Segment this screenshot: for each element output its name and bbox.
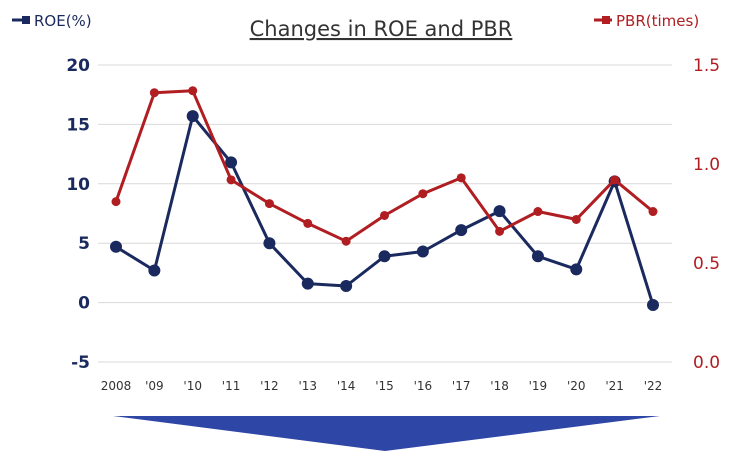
- legend-roe-label: ROE(%): [34, 12, 92, 30]
- y-axis-right: 1.5 1.0 0.5 0.0: [693, 56, 720, 373]
- roe-point: [378, 250, 391, 263]
- x-tick-label: '22: [644, 379, 663, 393]
- y-axis-left: 20 15 10 5 0 -5: [66, 56, 90, 373]
- roe-point: [225, 156, 238, 169]
- roe-point: [570, 263, 583, 276]
- x-tick-label: '16: [414, 379, 433, 393]
- series-layer: [110, 86, 659, 311]
- pbr-point: [648, 207, 658, 217]
- x-tick-label: '20: [567, 379, 586, 393]
- x-tick-label: 2008: [101, 379, 132, 393]
- legend-roe-marker: [22, 16, 30, 24]
- legend-roe: ROE(%): [12, 12, 92, 30]
- x-tick-label: '11: [222, 379, 241, 393]
- roe-point: [110, 240, 122, 253]
- roe-point: [186, 110, 199, 123]
- legend-pbr: PBR(times): [594, 12, 699, 30]
- pbr-point: [571, 214, 581, 224]
- roe-point: [340, 279, 353, 292]
- pbr-point: [149, 88, 159, 98]
- x-tick-label: '10: [183, 379, 202, 393]
- pbr-point: [533, 207, 543, 217]
- pbr-point: [303, 218, 313, 228]
- x-tick-label: '12: [260, 379, 279, 393]
- roe-point: [416, 245, 429, 258]
- gridlines: [98, 64, 672, 363]
- pbr-point: [418, 189, 428, 199]
- pbr-point: [111, 197, 121, 207]
- y-left-tick-label: 20: [66, 56, 90, 76]
- legend-pbr-marker: [602, 16, 610, 24]
- y-left-tick-label: 10: [66, 175, 90, 195]
- legend-pbr-label: PBR(times): [616, 12, 699, 30]
- pbr-point: [226, 175, 236, 185]
- y-left-tick-label: -5: [71, 353, 90, 373]
- x-tick-label: '09: [145, 379, 164, 393]
- pbr-point: [264, 199, 274, 209]
- pbr-point: [495, 226, 505, 236]
- y-left-tick-label: 5: [78, 234, 90, 254]
- roe-point: [531, 250, 544, 263]
- y-right-tick-label: 1.0: [693, 155, 720, 175]
- x-tick-label: '17: [452, 379, 471, 393]
- bottom-arrow-banner: [113, 416, 660, 451]
- pbr-point: [380, 210, 389, 220]
- roe-point: [493, 205, 506, 218]
- x-tick-label: '19: [529, 379, 548, 393]
- pbr-point: [456, 173, 466, 183]
- x-tick-label: '18: [490, 379, 509, 393]
- y-left-tick-label: 0: [78, 294, 90, 314]
- y-left-tick-label: 15: [66, 115, 90, 135]
- y-right-tick-label: 0.5: [693, 254, 720, 274]
- x-tick-label: '13: [298, 379, 317, 393]
- roe-point: [301, 277, 314, 290]
- x-tick-label: '15: [375, 379, 394, 393]
- roe-point: [263, 237, 276, 250]
- roe-point: [148, 264, 161, 277]
- x-axis: 2008 '09 '10 '11 '12 '13 '14 '15 '16 '17 '18 '19 '20…: [101, 379, 663, 393]
- x-tick-label: '14: [337, 379, 356, 393]
- roe-line: [115, 114, 655, 306]
- roe-point: [455, 224, 468, 237]
- pbr-point: [610, 175, 620, 185]
- chart-title: Changes in ROE and PBR: [250, 17, 513, 41]
- roe-point: [647, 298, 659, 311]
- x-tick-label: '21: [605, 379, 624, 393]
- pbr-point: [341, 236, 351, 246]
- y-right-tick-label: 1.5: [693, 56, 720, 76]
- pbr-point: [188, 86, 198, 96]
- y-right-tick-label: 0.0: [693, 353, 720, 373]
